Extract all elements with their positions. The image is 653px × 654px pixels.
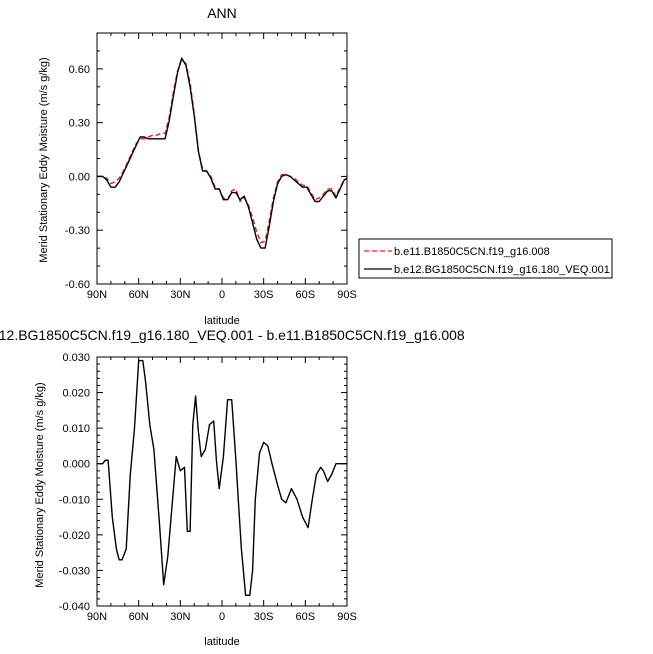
x-tick-label: 30S [254,289,274,301]
y-tick-label: 0.030 [62,352,90,364]
legend: b.e11.B1850C5CN.f19_g16.008 b.e12.BG1850… [358,238,613,279]
legend-label-0: b.e11.B1850C5CN.f19_g16.008 [394,246,550,258]
top-chart-xlabel: latitude [204,315,239,327]
series-line-0 [97,59,348,244]
x-tick-label: 90N [87,611,107,623]
y-tick-label: 0.020 [62,388,90,400]
x-tick-label: 30N [170,611,190,623]
x-tick-label: 90N [87,289,107,301]
legend-box [358,238,613,279]
x-tick-label: 30S [254,611,274,623]
y-tick-label: -0.040 [59,601,90,613]
y-tick-label: -0.030 [59,565,90,577]
bottom-chart-xlabel: latitude [204,636,239,648]
top-chart-title: ANN [207,5,237,21]
x-tick-label: 60N [129,611,149,623]
y-tick-label: 0.30 [69,118,90,130]
y-tick-label: -0.30 [65,225,90,237]
bottom-chart-title: b.e12.BG1850C5CN.f19_g16.180_VEQ.001 - b… [0,327,465,343]
x-tick-label: 90S [337,289,357,301]
legend-label-1: b.e12.BG1850C5CN.f19_g16.180_VEQ.001 [394,264,610,276]
y-tick-label: -0.020 [59,530,90,542]
y-tick-label: 0.60 [69,64,90,76]
y-tick-label: 0.000 [62,459,90,471]
x-tick-label: 60S [296,611,316,623]
x-tick-label: 90S [337,611,357,623]
x-tick-label: 60N [129,289,149,301]
series-line-0 [97,359,347,596]
bottom-chart: b.e12.BG1850C5CN.f19_g16.180_VEQ.001 - b… [0,327,465,648]
series-line-1 [97,57,348,249]
y-tick-label: 0.010 [62,423,90,435]
y-tick-label: -0.010 [59,494,90,506]
bottom-chart-plot-frame [96,356,348,607]
x-tick-label: 0 [219,289,225,301]
x-tick-label: 30N [170,289,190,301]
top-chart-ylabel: Merid Stationary Eddy Moisture (m/s g/kg… [38,57,50,262]
x-tick-label: 60S [296,289,316,301]
y-tick-label: -0.60 [65,279,90,291]
top-chart: ANN latitude Merid Stationary Eddy Moist… [38,5,357,327]
x-tick-label: 0 [219,611,225,623]
bottom-chart-ylabel: Merid Stationary Eddy Moisture (m/s g/kg… [34,382,46,587]
top-chart-plot-frame [96,32,348,285]
y-tick-label: 0.00 [69,171,90,183]
